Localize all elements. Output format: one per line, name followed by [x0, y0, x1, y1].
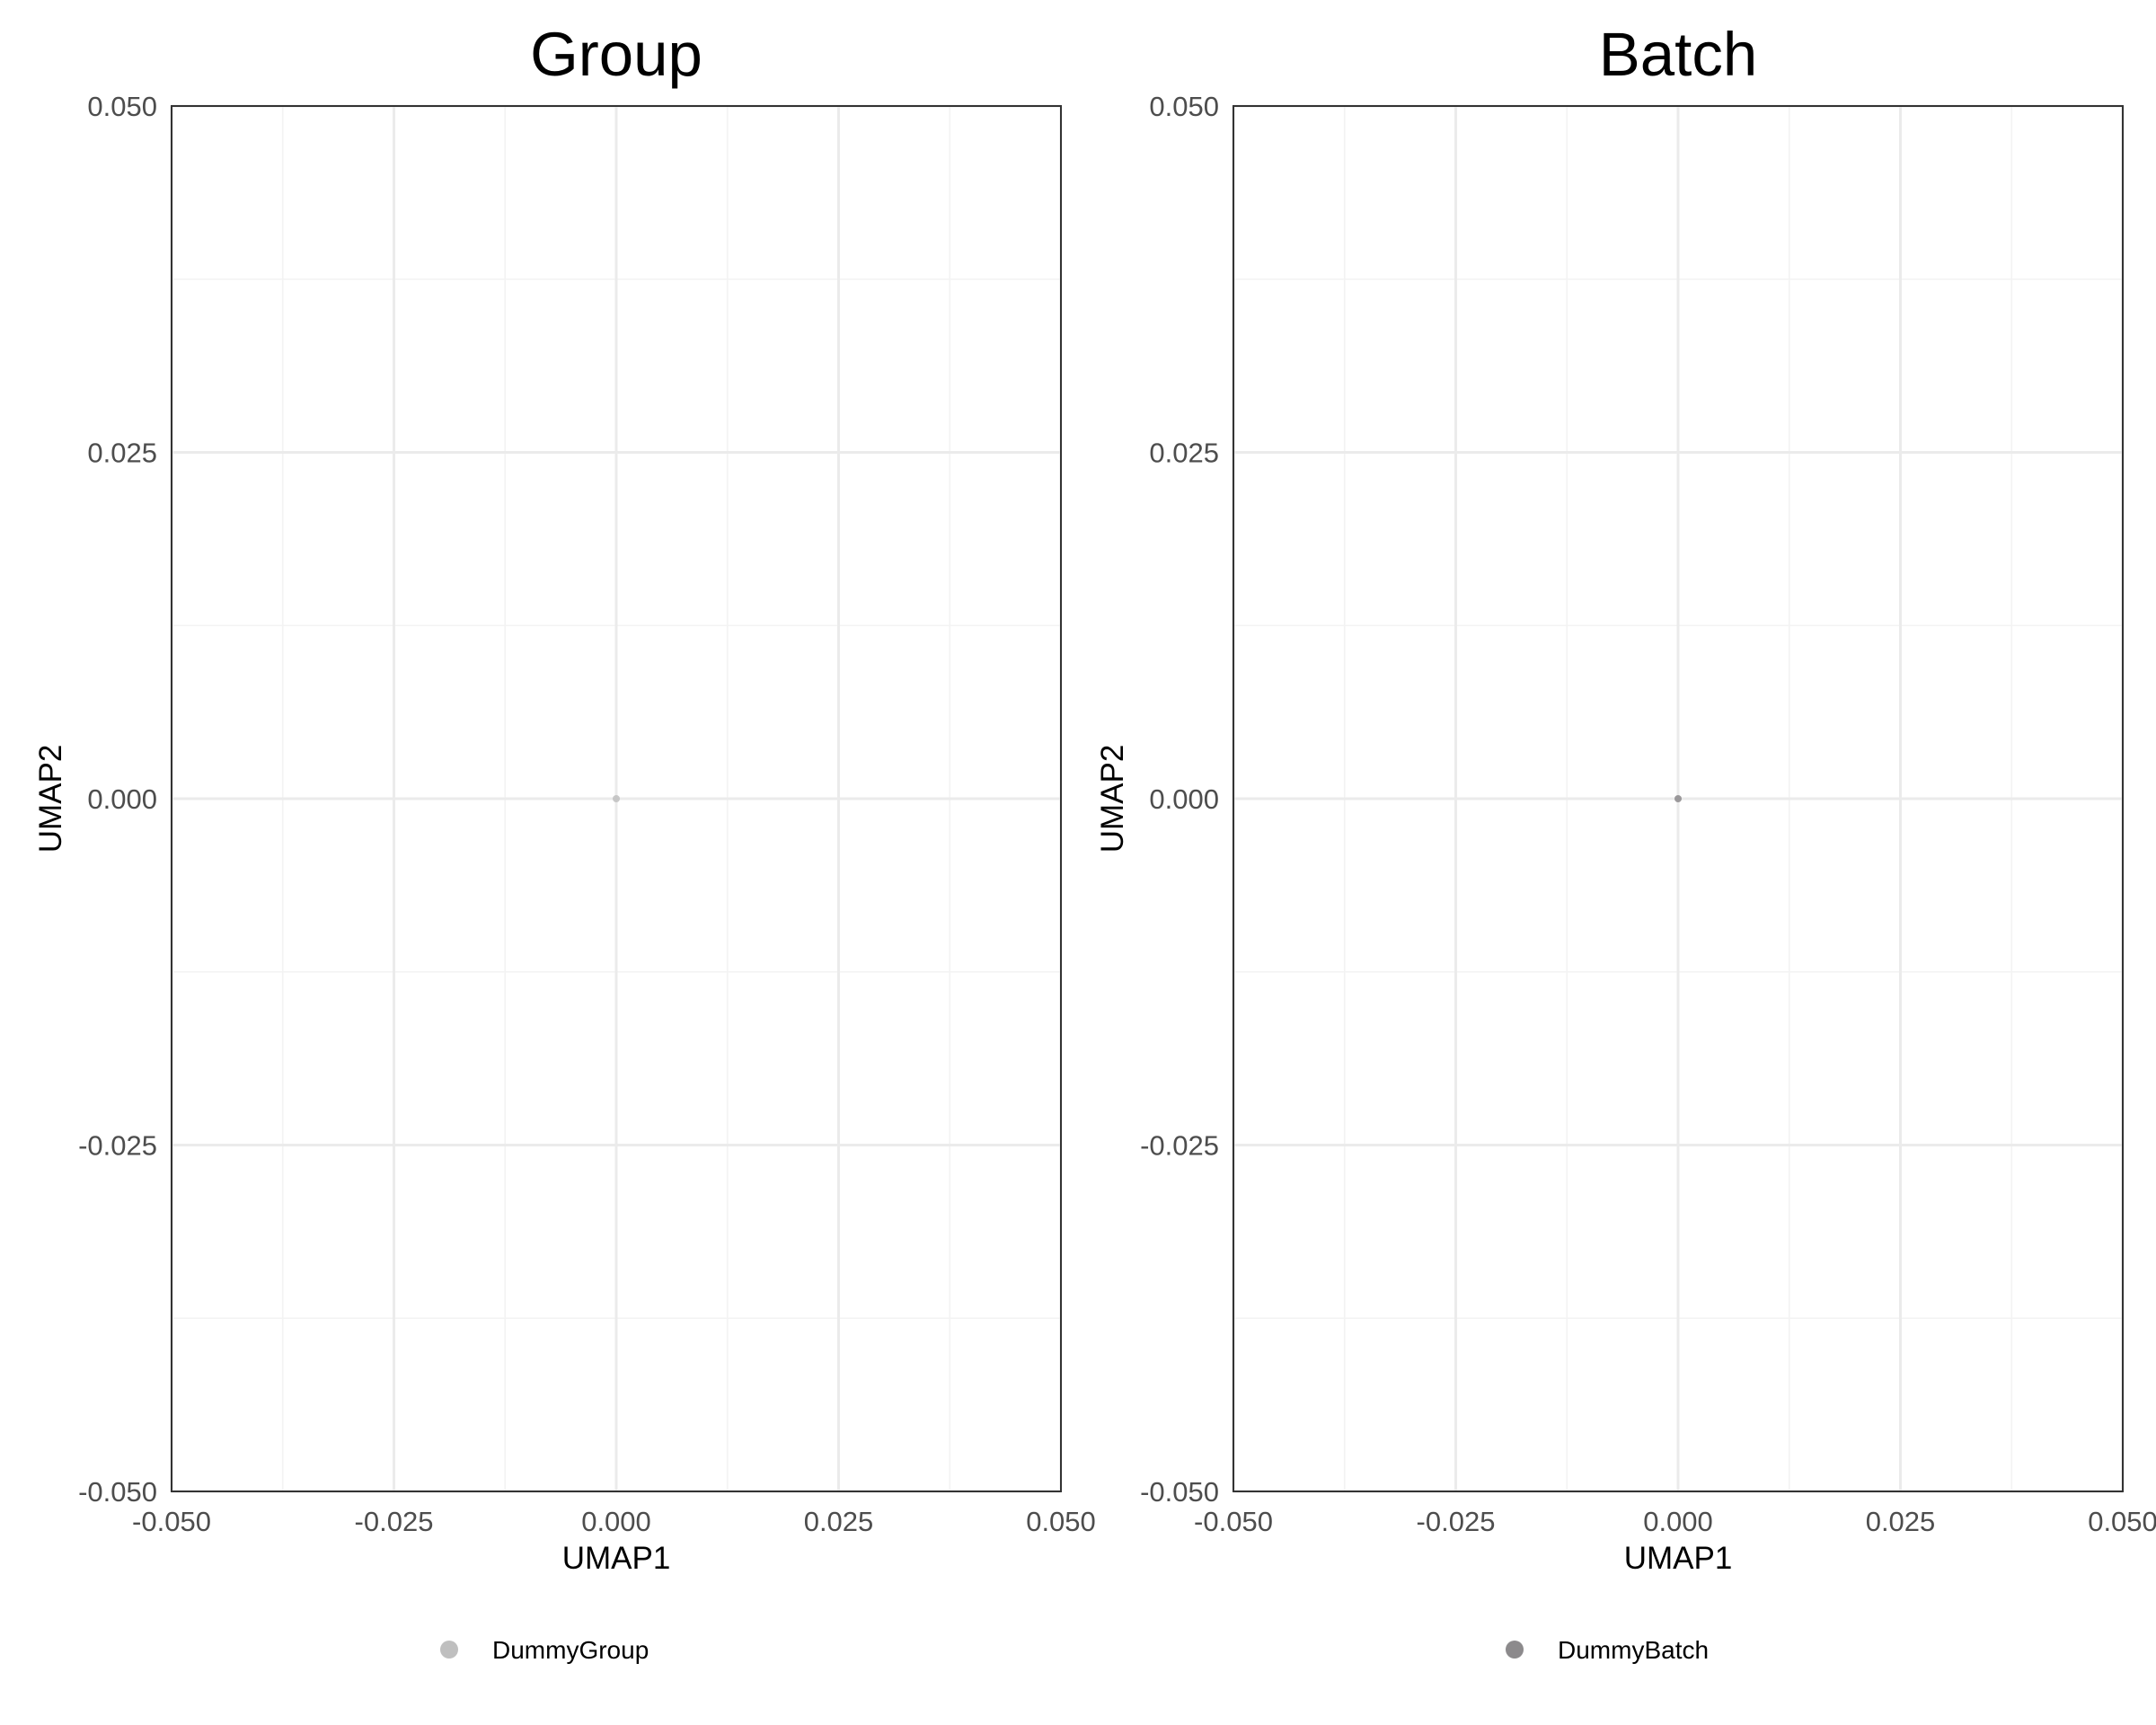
legend-label: DummyGroup — [492, 1636, 649, 1664]
y-tick-label: 0.025 — [1149, 438, 1219, 469]
x-tick-label: -0.025 — [355, 1506, 434, 1537]
y-tick-label: 0.050 — [1149, 91, 1219, 122]
y-tick-label: 0.000 — [1149, 783, 1219, 815]
legend-key — [440, 1641, 458, 1659]
x-tick-label: 0.050 — [1026, 1506, 1096, 1537]
data-point — [613, 795, 620, 802]
y-axis-title: UMAP2 — [1095, 745, 1130, 854]
x-tick-label: 0.000 — [581, 1506, 651, 1537]
panel-border — [1233, 105, 2124, 1492]
x-tick-label: -0.050 — [1194, 1506, 1273, 1537]
x-tick-label: -0.025 — [1417, 1506, 1496, 1537]
data-point — [1674, 795, 1682, 802]
x-tick-label: 0.025 — [1866, 1506, 1936, 1537]
chart-title: Batch — [1599, 20, 1757, 89]
x-tick-label: -0.050 — [132, 1506, 211, 1537]
y-tick-label: 0.025 — [87, 438, 157, 469]
legend-key — [1506, 1641, 1524, 1659]
y-tick-label: -0.025 — [78, 1130, 157, 1162]
y-axis-title: UMAP2 — [33, 745, 68, 854]
x-tick-label: 0.025 — [804, 1506, 874, 1537]
y-tick-label: -0.050 — [1140, 1476, 1219, 1508]
x-tick-label: 0.000 — [1643, 1506, 1713, 1537]
y-tick-label: 0.000 — [87, 783, 157, 815]
legend-label: DummyBatch — [1558, 1636, 1709, 1664]
x-tick-label: 0.050 — [2088, 1506, 2156, 1537]
x-axis-title: UMAP1 — [1624, 1541, 1733, 1576]
panel-border — [171, 105, 1062, 1492]
y-tick-label: 0.050 — [87, 91, 157, 122]
chart-title: Group — [530, 20, 702, 89]
x-axis-title: UMAP1 — [562, 1541, 671, 1576]
y-tick-label: -0.025 — [1140, 1130, 1219, 1162]
y-tick-label: -0.050 — [78, 1476, 157, 1508]
